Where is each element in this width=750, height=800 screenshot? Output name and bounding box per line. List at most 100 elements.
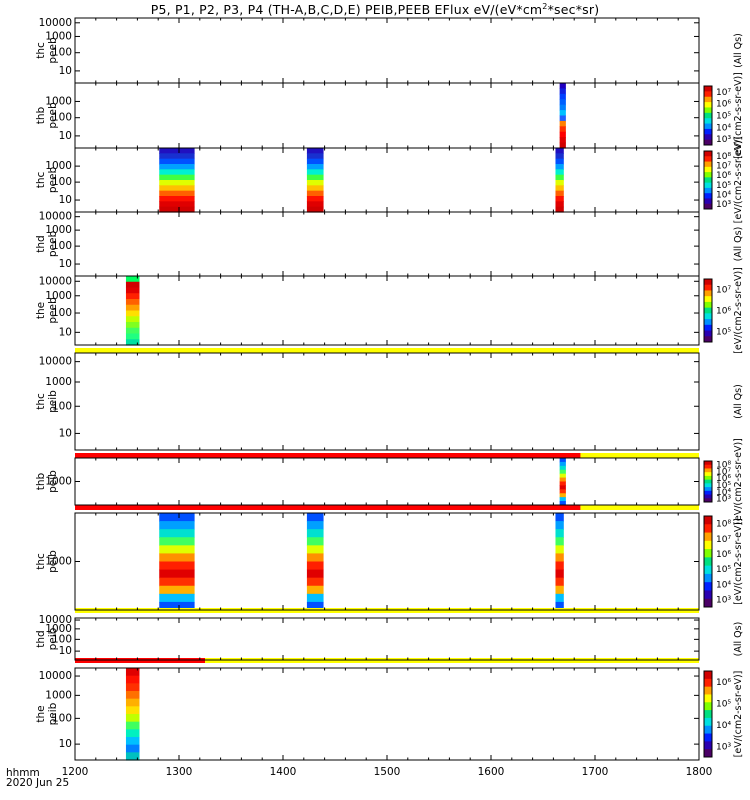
panel-2-block-1-cell-4 bbox=[306, 169, 324, 176]
panel-2-block-0-cell-8 bbox=[159, 190, 195, 197]
panel-6-status-bar-secondary-1 bbox=[580, 505, 699, 510]
panel-7-block-0-cell-2 bbox=[159, 529, 195, 538]
chart-title: P5, P1, P2, P3, P4 (TH-A,B,C,D,E) PEIB,P… bbox=[0, 2, 750, 17]
panel-9-colorbar-tick-1: 10⁵ bbox=[716, 699, 731, 709]
panel-2-block-0-cell-5 bbox=[159, 174, 195, 181]
panel-1-colorbar-cell-2 bbox=[704, 96, 712, 103]
panel-2-block-0-cell-2 bbox=[159, 158, 195, 165]
panel-6-block-0-cell-8 bbox=[559, 489, 566, 494]
panel-2-block-0-cell-11 bbox=[159, 206, 195, 213]
panel-6-unit-label: [eV/(cm2-s-sr-eV)] bbox=[733, 438, 744, 525]
panel-8-y-tick-label-3: 10 bbox=[59, 645, 72, 657]
panel-4-colorbar-cell-2 bbox=[704, 290, 712, 297]
panel-6-colorbar-tick-5: 10³ bbox=[716, 495, 731, 505]
panel-2-block-0-cell-3 bbox=[159, 164, 195, 170]
panel-6-block-0-cell-7 bbox=[559, 485, 566, 490]
panel-2-colorbar-cell-6 bbox=[704, 182, 712, 189]
panel-2-block-1-cell-1 bbox=[306, 153, 324, 160]
panel-2-block-1-cell-2 bbox=[306, 158, 324, 165]
panel-4-block-0-cell-11 bbox=[125, 339, 140, 346]
panel-4-y-tick-label-1: 1000 bbox=[45, 290, 72, 302]
panel-9-unit-label: [eV/(cm2-s-sr-eV)] bbox=[733, 671, 744, 758]
panel-2-colorbar-cell-1 bbox=[704, 156, 712, 163]
panel-9-y-tick-label-0: 10000 bbox=[39, 670, 72, 682]
panel-4-colorbar-cell-5 bbox=[704, 307, 712, 314]
panel-7-block-1-cell-7 bbox=[306, 569, 324, 579]
panel-7-block-1-cell-9 bbox=[306, 585, 324, 595]
panel-2-block-2-cell-7 bbox=[555, 185, 564, 192]
panel-7-block-1-cell-4 bbox=[306, 545, 324, 555]
panel-2-colorbar-cell-7 bbox=[704, 187, 712, 194]
chart-title-text: P5, P1, P2, P3, P4 (TH-A,B,C,D,E) PEIB,P… bbox=[150, 2, 543, 18]
panel-7-block-0-cell-3 bbox=[159, 537, 195, 546]
panel-7-colorbar-cell-10 bbox=[704, 598, 712, 608]
panel-5-frame bbox=[74, 352, 700, 451]
panel-5-y-tick-label-3: 10 bbox=[59, 427, 72, 439]
panel-7-colorbar-cell-1 bbox=[704, 524, 712, 534]
panel-7-colorbar-cell-9 bbox=[704, 590, 712, 600]
panel-8-label-probe: thd bbox=[35, 630, 47, 647]
panel-9-label-product: peib bbox=[47, 702, 59, 725]
panel-1-block-0-cell-9 bbox=[559, 131, 566, 138]
x-axis-tick-label-6: 1800 bbox=[686, 766, 713, 778]
panel-6-colorbar-cell-0 bbox=[704, 461, 712, 466]
panel-1-y-tick-label-0: 1000 bbox=[45, 95, 72, 107]
panel-4-block-0-cell-7 bbox=[125, 316, 140, 323]
panel-9-block-0-cell-6 bbox=[125, 714, 140, 723]
panel-7-block-1-cell-5 bbox=[306, 553, 324, 563]
panel-7-block-0-cell-9 bbox=[159, 585, 195, 595]
panel-7-block-1-cell-2 bbox=[306, 529, 324, 538]
panel-6-block-0-cell-6 bbox=[559, 481, 566, 487]
panel-1-colorbar-cell-9 bbox=[704, 134, 712, 141]
panel-7-colorbar-frame bbox=[703, 515, 713, 608]
panel-9-block-0-cell-11 bbox=[125, 752, 140, 761]
panel-2-block-2-cell-2 bbox=[555, 158, 564, 165]
panel-9-block-0-cell-7 bbox=[125, 721, 140, 730]
panel-1-colorbar-cell-8 bbox=[704, 128, 712, 135]
panel-7-block-0-cell-6 bbox=[159, 561, 195, 571]
panel-1-colorbar-cell-7 bbox=[704, 123, 712, 130]
panel-9-colorbar-cell-9 bbox=[704, 741, 712, 750]
panel-2-block-2-cell-4 bbox=[555, 169, 564, 176]
panel-6-block-0-cell-1 bbox=[559, 461, 566, 467]
panel-7-block-2-cell-5 bbox=[555, 553, 564, 563]
panel-6-block-0-cell-5 bbox=[559, 477, 566, 483]
panel-1-colorbar-cell-6 bbox=[704, 118, 712, 125]
panel-2-block-2-cell-5 bbox=[555, 174, 564, 181]
panel-7-block-2-cell-8 bbox=[555, 577, 564, 587]
panel-3-y-tick-label-1: 1000 bbox=[45, 224, 72, 236]
panel-6-label-probe: thb bbox=[35, 472, 47, 490]
panel-9-block-0-cell-5 bbox=[125, 706, 140, 715]
panel-4-colorbar-cell-8 bbox=[704, 324, 712, 332]
panel-5-y-tick-label-1: 1000 bbox=[45, 376, 72, 388]
panel-9-frame bbox=[74, 667, 700, 761]
panel-2-y-tick-label-0: 1000 bbox=[45, 160, 72, 172]
panel-4-colorbar-cell-7 bbox=[704, 319, 712, 326]
panel-1-block-0-cell-2 bbox=[559, 93, 566, 100]
panel-2-colorbar-cell-2 bbox=[704, 161, 712, 168]
panel-9-y-tick-label-3: 10 bbox=[59, 738, 72, 750]
panel-4-colorbar-cell-4 bbox=[704, 301, 712, 309]
panel-2-block-1-cell-7 bbox=[306, 185, 324, 192]
panel-3-label-product: peeb bbox=[47, 231, 59, 258]
panel-2-colorbar-tick-1: 10⁷ bbox=[716, 162, 731, 172]
panel-6-colorbar-cell-3 bbox=[704, 472, 712, 477]
panel-7-colorbar-cell-7 bbox=[704, 573, 712, 583]
panel-6-colorbar-cell-4 bbox=[704, 475, 712, 481]
panel-2-block-2-cell-10 bbox=[555, 201, 564, 208]
panel-2-block-1-cell-0 bbox=[306, 148, 324, 154]
panel-7-block-0-cell-10 bbox=[159, 593, 195, 603]
x-axis-tick-label-4: 1600 bbox=[478, 766, 505, 778]
panel-1-colorbar-tick-4: 10³ bbox=[716, 135, 731, 145]
panel-6-block-0-cell-2 bbox=[559, 465, 566, 471]
panel-1-colorbar-cell-10 bbox=[704, 139, 712, 146]
panel-1-colorbar-cell-5 bbox=[704, 112, 712, 119]
panel-2-y-tick-label-1: 100 bbox=[52, 176, 72, 188]
panel-9-colorbar-cell-6 bbox=[704, 717, 712, 727]
panel-1-block-0-cell-3 bbox=[559, 99, 566, 106]
panel-1-colorbar-cell-0 bbox=[704, 86, 712, 92]
panel-9-colorbar-frame bbox=[703, 670, 713, 758]
x-axis-tick-label-0: 1200 bbox=[62, 766, 89, 778]
panel-4-colorbar-cell-1 bbox=[704, 284, 712, 291]
panel-2-block-0-cell-10 bbox=[159, 201, 195, 208]
